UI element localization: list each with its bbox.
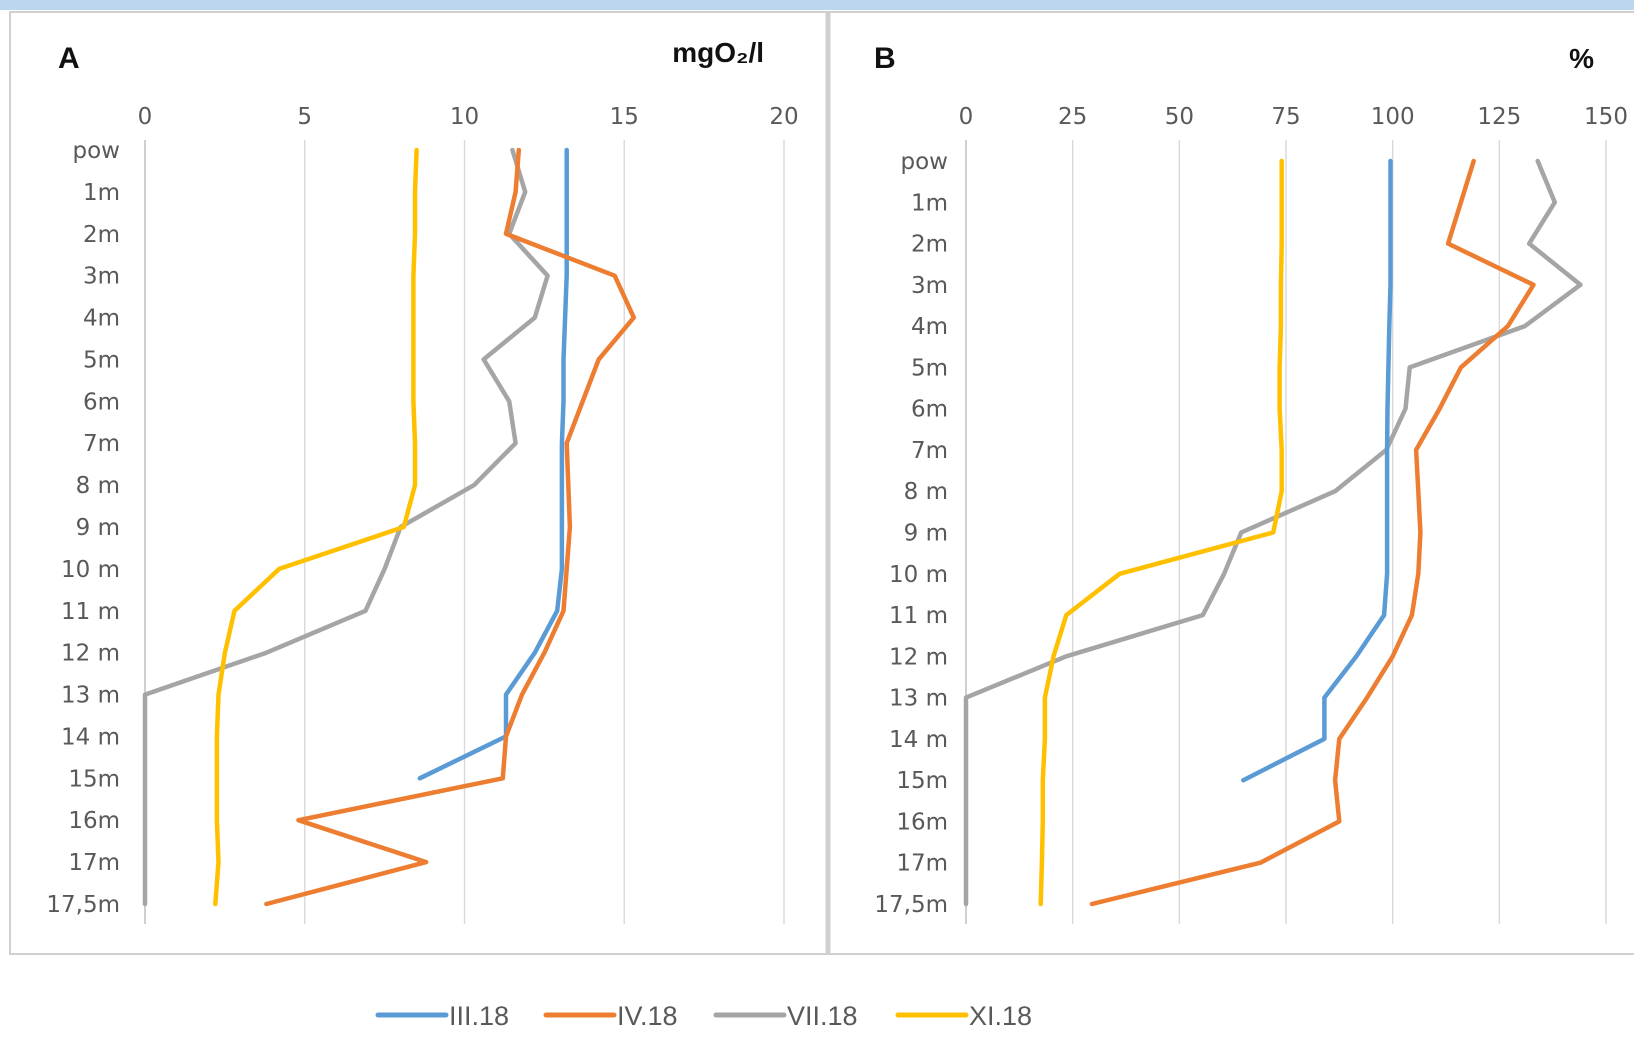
- panel-b-depth-label: 2m: [911, 232, 948, 258]
- panel-b-depth-label: 1m: [911, 190, 948, 216]
- panel-a-depth-label: 5m: [83, 347, 120, 373]
- panel-a-letter: A: [58, 42, 80, 75]
- panel-a-depth-label: 14 m: [61, 724, 120, 750]
- panel-b-x-tick-label: 25: [1058, 104, 1087, 130]
- panel-a-depth-label: 3m: [83, 264, 120, 290]
- panel-a-depth-label: 17,5m: [46, 892, 120, 918]
- legend-label: IV.18: [617, 1001, 678, 1031]
- panel-b-series-vii-18: [963, 158, 1583, 907]
- panel-b-x-tick-label: 100: [1371, 104, 1415, 130]
- panel-b-series-xi-18: [1038, 158, 1284, 907]
- panel-a-depth-label: 17m: [68, 850, 120, 876]
- panel-a-depth-label: 15m: [68, 766, 120, 792]
- panel-b-depth-label: 6m: [911, 397, 948, 423]
- panel-b-series-iv-18: [1089, 158, 1536, 907]
- panel-a-depth-label: 10 m: [61, 557, 120, 583]
- panel-b-depth-label: 4m: [911, 314, 948, 340]
- panel-b-depth-label: 11 m: [889, 603, 948, 629]
- panel-a: A mgO₂/l 0 5 10 15 20 pow 1m 2m 3m 4m 5m 6m 7m 8 m 9 m…: [46, 37, 799, 924]
- panel-a-series-iv-18: [264, 147, 637, 907]
- panel-a-x-tick-label: 20: [769, 104, 798, 130]
- panel-b-depth-label: 15m: [896, 768, 948, 794]
- panel-b-x-tick-label: 150: [1584, 104, 1628, 130]
- panel-a-depth-label: 12 m: [61, 641, 120, 667]
- panel-a-depth-label: 2m: [83, 222, 120, 248]
- panel-a-series-xi-18: [213, 147, 419, 907]
- panel-b-depth-label: 5m: [911, 355, 948, 381]
- panel-b-x-tick-label: 0: [959, 104, 974, 130]
- panel-b-depth-label: 13 m: [889, 686, 948, 712]
- panel-a-depth-label: 16m: [68, 808, 120, 834]
- panel-b-depth-label: 9 m: [904, 521, 948, 547]
- panel-a-x-tick-label: 0: [138, 104, 153, 130]
- panel-a-depth-label: 6m: [83, 389, 120, 415]
- panel-a-depth-label: 1m: [83, 180, 120, 206]
- panel-b-depth-label: 7m: [911, 438, 948, 464]
- panel-a-depth-label: 9 m: [76, 515, 120, 541]
- legend-label: VII.18: [787, 1001, 858, 1031]
- panel-b: B % 0 25 50 75 100 125 150 pow 1m 2m 3m 4m 5m 6m 7m 8 m…: [874, 42, 1628, 924]
- panel-a-depth-label: 8 m: [76, 473, 120, 499]
- legend-label: III.18: [449, 1001, 509, 1031]
- panel-b-depth-label: 8 m: [904, 479, 948, 505]
- panel-b-depth-label: 12 m: [889, 644, 948, 670]
- panel-b-depth-label: pow: [901, 149, 948, 175]
- panel-a-x-tick-label: 5: [297, 104, 312, 130]
- panel-a-series-iii-18: [417, 147, 569, 781]
- panel-a-unit-label: mgO₂/l: [672, 37, 764, 68]
- panel-a-depth-label: 4m: [83, 306, 120, 332]
- panel-b-x-tick-label: 50: [1165, 104, 1194, 130]
- panel-b-depth-label: 14 m: [889, 727, 948, 753]
- panel-b-x-tick-label: 125: [1477, 104, 1521, 130]
- top-strip: [0, 0, 1634, 10]
- panel-b-series-iii-18: [1241, 158, 1393, 783]
- legend: III.18 IV.18 VII.18 XI.18: [375, 1001, 1032, 1031]
- panel-a-x-tick-label: 10: [450, 104, 479, 130]
- panel-b-letter: B: [874, 42, 896, 75]
- chart-frame: [9, 11, 1634, 955]
- panel-a-depth-label: 11 m: [61, 599, 120, 625]
- panel-a-depth-label: pow: [73, 138, 120, 164]
- panel-b-depth-label: 17m: [896, 851, 948, 877]
- panel-b-unit-label: %: [1569, 43, 1594, 74]
- panel-b-depth-label: 17,5m: [874, 892, 948, 918]
- panel-b-depth-label: 10 m: [889, 562, 948, 588]
- panel-a-depth-label: 7m: [83, 431, 120, 457]
- legend-label: XI.18: [969, 1001, 1032, 1031]
- panel-a-depth-label: 13 m: [61, 683, 120, 709]
- panel-b-depth-label: 3m: [911, 273, 948, 299]
- panel-b-depth-label: 16m: [896, 809, 948, 835]
- panel-b-x-tick-label: 75: [1271, 104, 1300, 130]
- panel-a-x-tick-label: 15: [610, 104, 639, 130]
